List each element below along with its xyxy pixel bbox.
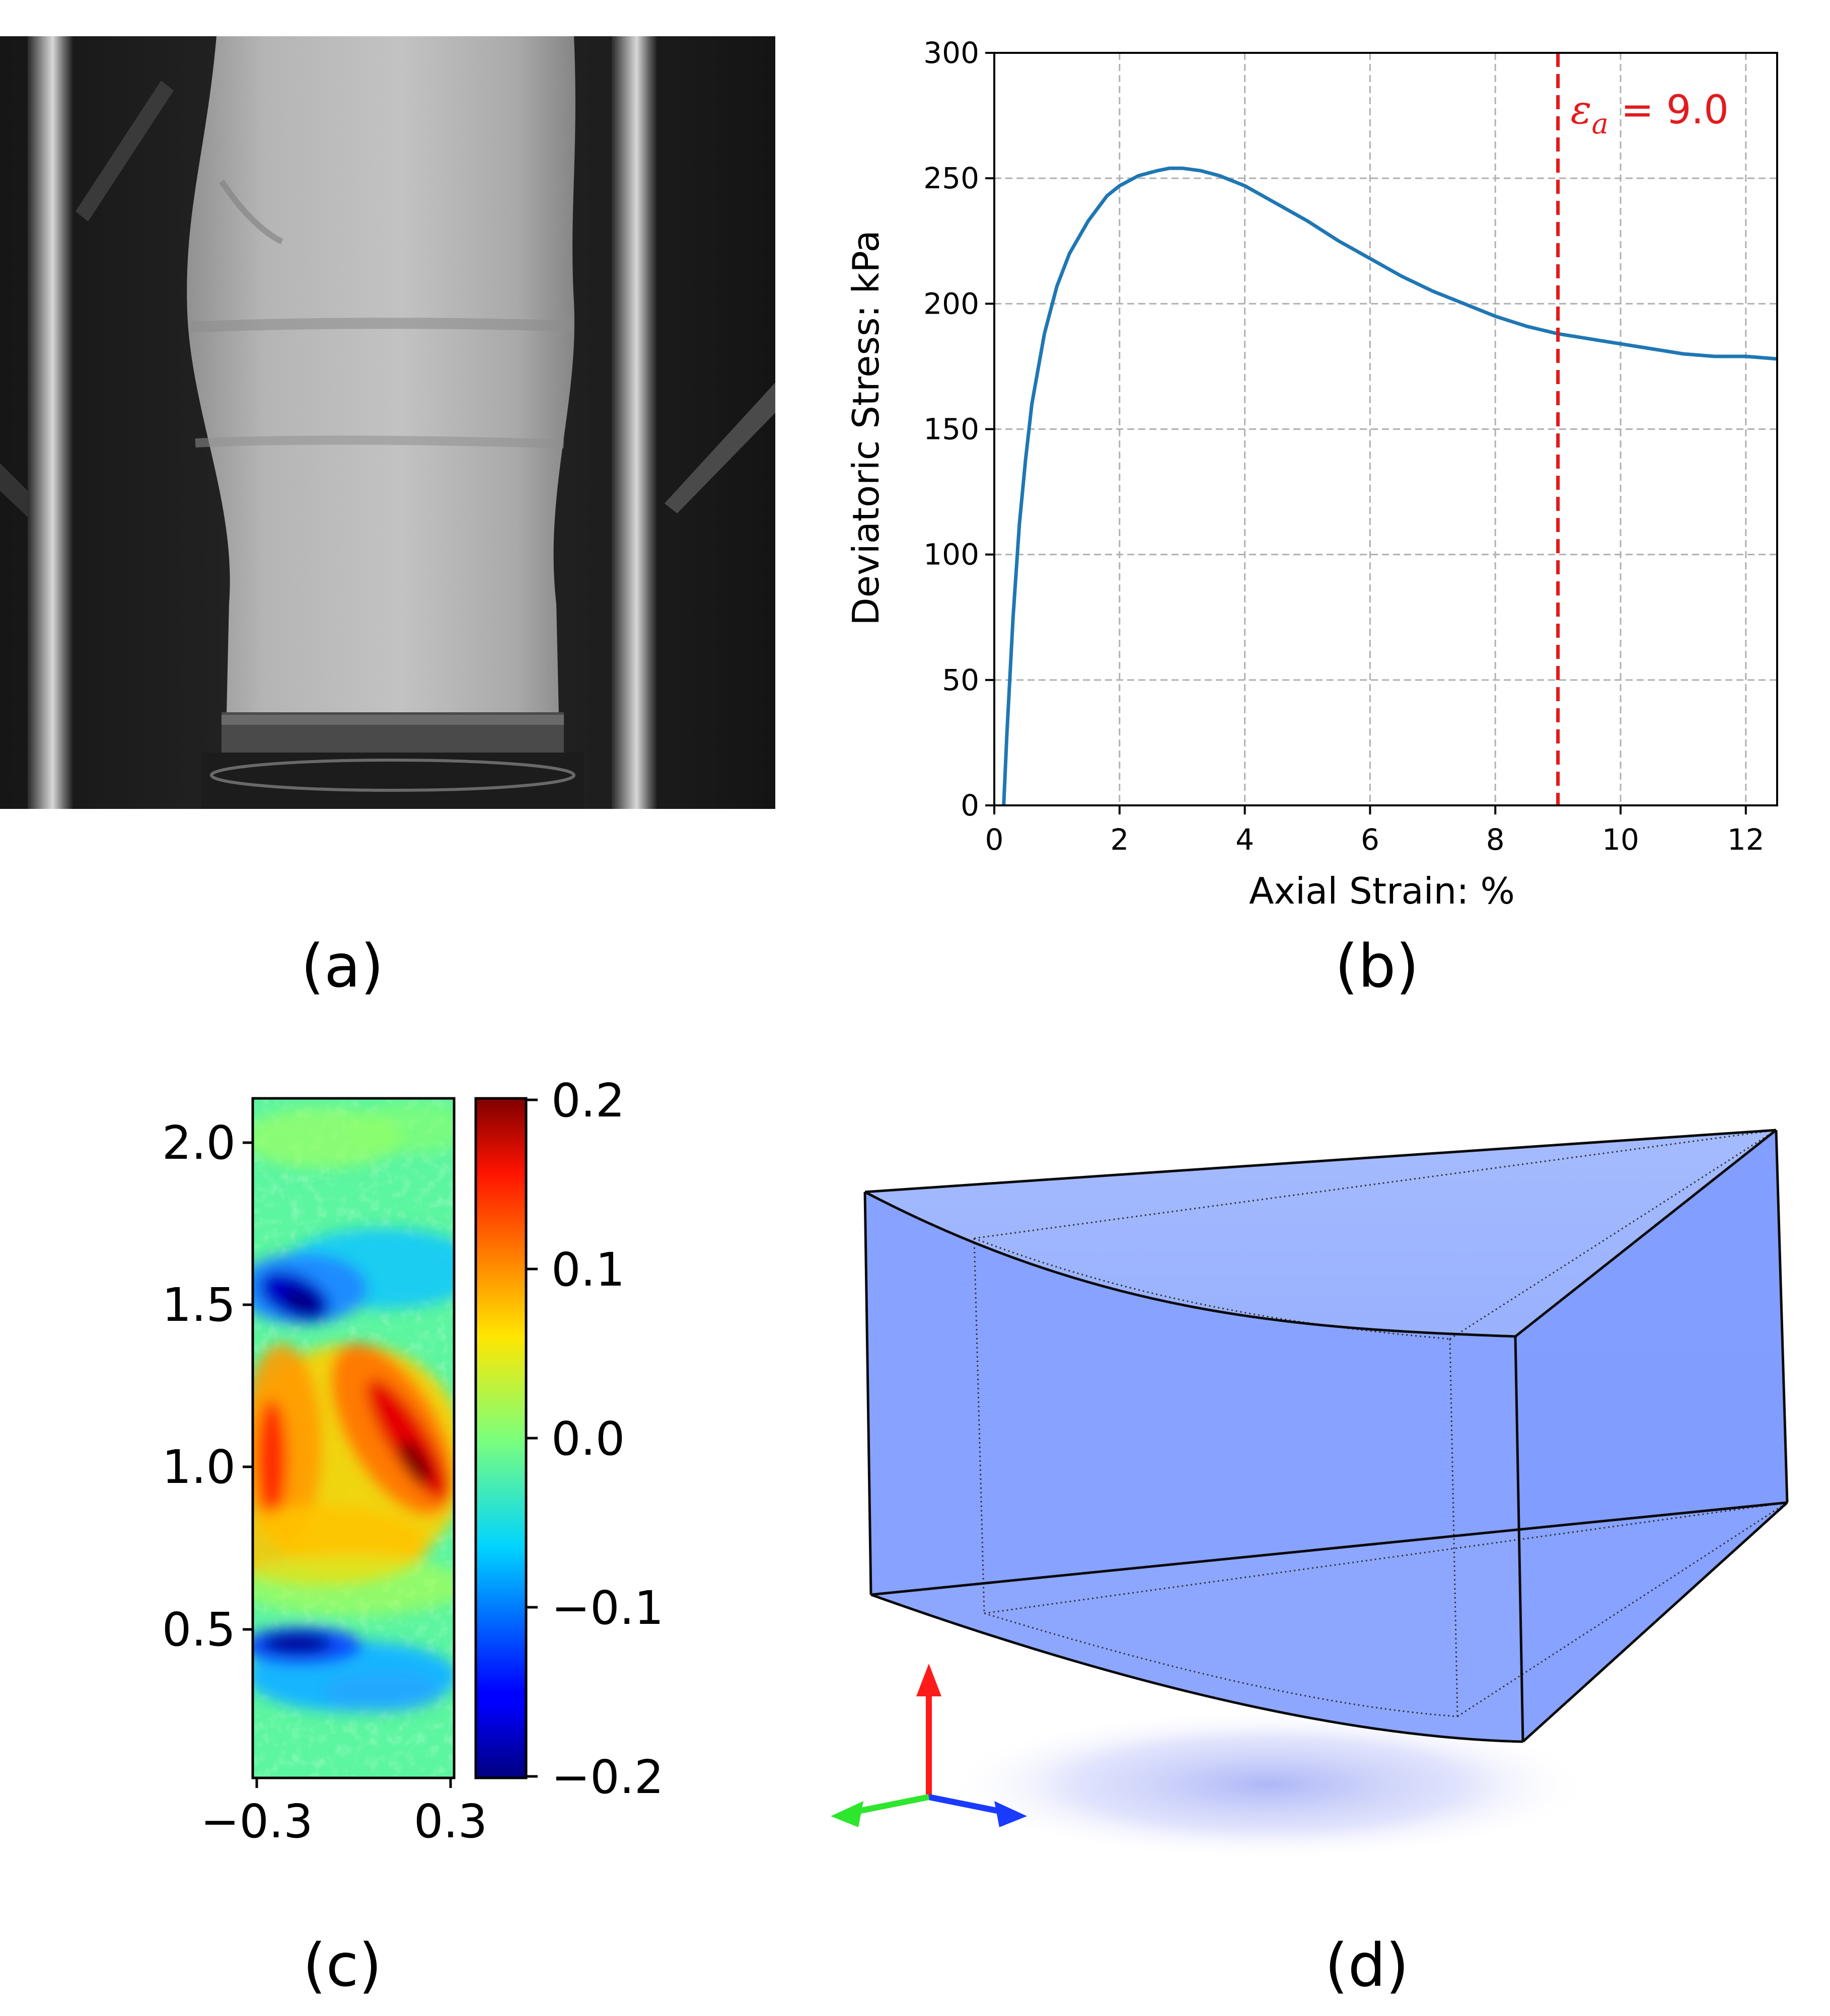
- triad-axis-right: [928, 1794, 1000, 1814]
- map-y-tick-label: 1.0: [162, 1440, 236, 1494]
- triad-axis-left: [857, 1794, 930, 1814]
- map-y-tick-label: 0.5: [162, 1603, 236, 1657]
- map-y-tick-label: 1.5: [162, 1278, 236, 1332]
- x-tick-label: 12: [1727, 823, 1765, 857]
- chart-ticks: 0 2 4 6 8 10 12 0 50 100 150 200 250 300: [923, 36, 1764, 857]
- y-tick-label: 100: [923, 538, 979, 572]
- y-tick-label: 0: [961, 788, 979, 823]
- coordinate-triad: [831, 1664, 1027, 1827]
- photo-strut: [76, 81, 174, 221]
- panel-a-photo: (a): [0, 36, 775, 1001]
- x-axis-label: Axial Strain: %: [1249, 870, 1515, 912]
- box-hidden-edges: [973, 1129, 1788, 1718]
- box-shadow: [946, 1709, 1591, 1860]
- panel-label-c: (c): [303, 1930, 382, 2000]
- box-edges: [863, 1129, 1789, 1743]
- triad-arrow-right-icon: [994, 1801, 1027, 1827]
- specimen-crease: [219, 179, 283, 245]
- strain-marker-symbol: ε: [1571, 88, 1592, 133]
- colorbar-tick-label: 0.2: [551, 1074, 625, 1128]
- y-tick-label: 200: [923, 286, 979, 321]
- stress-strain-curve: [1002, 166, 1778, 806]
- strain-marker-label: εa = 9.0: [1571, 88, 1729, 140]
- panel-c-strain-map: 0.5 1.0 1.5 2.0 −0.3 0.3 0.2 0.1 0.0 −0.1 −0.2 (c…: [162, 1074, 664, 2000]
- x-tick-label: 2: [1110, 823, 1129, 857]
- colorbar-tick-label: 0.0: [551, 1412, 625, 1466]
- strain-marker-value: = 9.0: [1608, 88, 1729, 133]
- colorbar-ticks: 0.2 0.1 0.0 −0.1 −0.2: [526, 1074, 664, 1804]
- specimen-band: [195, 435, 564, 449]
- base-ring-edge: [222, 715, 564, 725]
- strain-map: [253, 1098, 454, 1778]
- chart-frame: [993, 52, 1778, 806]
- photo-strut: [665, 383, 775, 513]
- base-pedestal-rim: [210, 759, 575, 792]
- colorbar-tick-label: −0.1: [551, 1581, 664, 1635]
- triad-arrow-left-icon: [831, 1801, 863, 1827]
- specimen-band: [190, 318, 573, 333]
- map-x-tick-label: 0.3: [414, 1795, 487, 1848]
- panel-label-b: (b): [1335, 931, 1419, 1001]
- rod-right: [612, 36, 657, 809]
- colorbar-tick-label: −0.2: [551, 1750, 664, 1804]
- specimen-texture: [187, 36, 575, 715]
- triad-arrow-vertical-icon: [916, 1664, 941, 1696]
- x-tick-label: 0: [985, 823, 1004, 857]
- strain-marker-subscript: a: [1591, 108, 1608, 140]
- map-y-tick-label: 2.0: [162, 1116, 236, 1170]
- panel-b-chart: 0 2 4 6 8 10 12 0 50 100 150 200 250 300 εa = 9.0 Axi…: [845, 36, 1778, 1001]
- panel-label-d: (d): [1325, 1930, 1409, 2000]
- y-axis-label: Deviatoric Stress: kPa: [845, 230, 887, 625]
- base-pedestal: [201, 753, 584, 809]
- rod-left: [28, 36, 73, 809]
- map-x-tick-label: −0.3: [200, 1795, 313, 1848]
- strain-map-features: [253, 1102, 454, 1711]
- x-tick-label: 6: [1361, 823, 1379, 857]
- y-tick-label: 150: [923, 412, 979, 446]
- colorbar: [476, 1098, 526, 1778]
- y-tick-label: 250: [923, 161, 979, 195]
- panel-d-3d-domain: (d): [831, 1129, 1789, 2000]
- y-tick-label: 300: [923, 36, 979, 70]
- chart-grid: [993, 52, 1777, 806]
- y-tick-label: 50: [942, 663, 979, 697]
- x-tick-label: 8: [1486, 823, 1505, 857]
- strain-map-ticks: 0.5 1.0 1.5 2.0 −0.3 0.3: [162, 1116, 487, 1848]
- colorbar-tick-label: 0.1: [551, 1243, 625, 1297]
- strain-map-frame: [251, 1097, 456, 1779]
- x-tick-label: 4: [1235, 823, 1254, 857]
- panel-label-a: (a): [301, 931, 384, 1001]
- x-tick-label: 10: [1602, 823, 1639, 857]
